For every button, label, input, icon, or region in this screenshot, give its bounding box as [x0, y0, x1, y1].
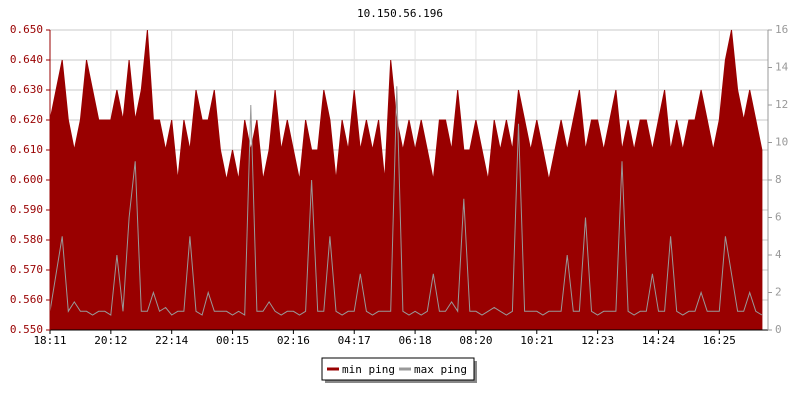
x-tick-label: 00:15	[216, 334, 249, 347]
y2-tick-label: 4	[775, 248, 782, 261]
y-tick-label: 0.600	[10, 173, 43, 186]
legend-label: min ping	[342, 363, 395, 376]
x-tick-label: 04:17	[338, 334, 371, 347]
y2-tick-label: 6	[775, 211, 782, 224]
x-tick-label: 12:23	[581, 334, 614, 347]
y2-tick-label: 12	[775, 98, 788, 111]
y-tick-label: 0.650	[10, 23, 43, 36]
y2-tick-label: 8	[775, 173, 782, 186]
x-tick-label: 06:18	[399, 334, 432, 347]
x-tick-label: 22:14	[155, 334, 188, 347]
line-series	[49, 86, 763, 316]
y-tick-label: 0.550	[10, 323, 43, 336]
y-tick-label: 0.580	[10, 233, 43, 246]
x-tick-label: 14:24	[642, 334, 675, 347]
legend-label: max ping	[414, 363, 467, 376]
x-tick-label: 16:25	[703, 334, 736, 347]
x-tick-label: 20:12	[94, 334, 127, 347]
x-tick-label: 02:16	[277, 334, 310, 347]
y-tick-label: 0.560	[10, 293, 43, 306]
y2-tick-label: 2	[775, 286, 782, 299]
y-tick-label: 0.620	[10, 113, 43, 126]
x-tick-label: 10:21	[520, 334, 553, 347]
legend-box	[321, 357, 475, 381]
y2-tick-label: 10	[775, 136, 788, 149]
x-tick-label: 08:20	[459, 334, 492, 347]
chart-title: 10.150.56.196	[357, 7, 443, 20]
y2-tick-label: 16	[775, 23, 788, 36]
y-tick-label: 0.590	[10, 203, 43, 216]
y-tick-label: 0.570	[10, 263, 43, 276]
y2-tick-label: 0	[775, 323, 782, 336]
y-tick-label: 0.630	[10, 83, 43, 96]
y-tick-label: 0.640	[10, 53, 43, 66]
x-tick-label: 18:11	[33, 334, 66, 347]
area-series	[49, 29, 763, 331]
y2-tick-label: 14	[775, 61, 789, 74]
y-tick-label: 0.610	[10, 143, 43, 156]
